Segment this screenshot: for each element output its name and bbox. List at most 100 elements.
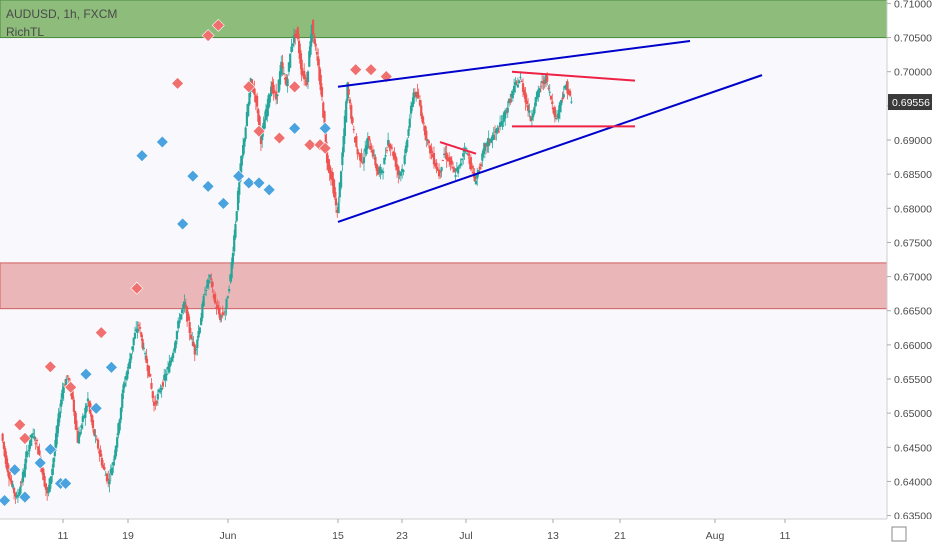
candle-body <box>472 171 475 174</box>
candle-body <box>206 279 209 288</box>
x-tick-label: 11 <box>780 530 791 542</box>
candle-body <box>165 373 168 376</box>
candle-body <box>566 81 569 94</box>
candle-body <box>291 43 294 47</box>
candle-body <box>124 376 128 380</box>
candle-body <box>286 79 289 87</box>
candle-body <box>224 311 227 313</box>
candle-body <box>12 487 16 494</box>
candle-body <box>501 121 504 128</box>
candle-body <box>402 170 405 172</box>
candle-body <box>353 137 357 143</box>
candle-body <box>432 153 436 165</box>
candle-body <box>136 328 139 333</box>
candle-body <box>262 123 265 131</box>
candle-body <box>212 294 215 299</box>
pivot-high-marker <box>201 29 215 42</box>
candle-body <box>451 167 455 169</box>
last-price-label-bg <box>888 94 932 111</box>
candle-body <box>14 492 17 497</box>
candle-body <box>182 304 185 309</box>
candle-body <box>91 419 95 429</box>
y-tick-label: 0.65000 <box>894 408 932 420</box>
candle-body <box>133 332 137 339</box>
candle-body <box>427 140 430 144</box>
candle-body <box>320 87 324 97</box>
candle-body <box>411 102 414 108</box>
symbol-title[interactable]: AUDUSD, 1h, FXCM <box>6 7 118 21</box>
x-tick-label: 15 <box>332 530 344 542</box>
candle-body <box>385 150 388 152</box>
y-tick-label: 0.70500 <box>894 33 932 45</box>
candle-body <box>95 439 98 441</box>
candle-body <box>465 153 469 155</box>
candle-body <box>132 337 135 346</box>
candle-body <box>292 35 296 43</box>
candle-body <box>557 109 560 119</box>
candle-body <box>11 484 14 488</box>
candle-body <box>342 135 345 153</box>
candle-body <box>310 25 313 43</box>
candle-body <box>48 478 51 492</box>
pivot-low-marker <box>288 121 302 135</box>
candle-body <box>84 407 87 418</box>
candle-body <box>261 130 264 141</box>
candle-body <box>130 353 133 360</box>
candle-body <box>225 298 228 309</box>
candle-body <box>563 85 567 89</box>
candle-body <box>352 129 355 131</box>
candle-body <box>35 440 39 442</box>
x-tick-label: 21 <box>614 530 626 542</box>
candle-body <box>197 331 200 338</box>
candle-body <box>516 84 520 88</box>
red-zone <box>0 262 888 310</box>
candle-body <box>154 402 157 405</box>
candle-body <box>347 88 350 95</box>
candle-body <box>406 139 409 148</box>
pivot-high-marker <box>13 418 27 432</box>
candle-body <box>370 150 373 153</box>
candle-body <box>317 56 320 66</box>
candle-body <box>23 469 26 477</box>
candle-body <box>420 105 423 117</box>
candle-body <box>40 467 44 473</box>
candle-body <box>242 145 245 156</box>
pivot-low-marker <box>201 179 215 193</box>
candle-body <box>459 163 462 166</box>
candle-body <box>551 101 554 105</box>
candle-body <box>272 84 275 94</box>
candle-body <box>523 89 526 96</box>
candle-body <box>74 411 77 424</box>
candle-body <box>426 139 429 141</box>
candle-body <box>269 86 273 97</box>
pivot-low-marker <box>252 176 266 190</box>
candle-body <box>525 100 528 105</box>
candle-body <box>75 420 78 430</box>
candle-body <box>547 87 550 89</box>
candle-body <box>500 121 503 126</box>
x-tick-label: Aug <box>706 530 725 542</box>
y-tick-label: 0.66000 <box>894 340 932 352</box>
candle-body <box>10 480 13 485</box>
candle-body <box>231 252 235 265</box>
candle-body <box>103 467 106 470</box>
pivot-low-marker <box>18 490 32 504</box>
trendline-blue <box>337 39 691 88</box>
candle-body <box>497 131 500 133</box>
candle-body <box>238 179 241 195</box>
candle-body <box>404 145 408 154</box>
candle-body <box>521 83 525 92</box>
candle-body <box>268 94 271 103</box>
settings-icon[interactable] <box>891 526 907 542</box>
candle-body <box>549 96 553 100</box>
indicator-name[interactable]: RichTL <box>6 25 45 39</box>
candle-body <box>278 71 282 85</box>
candle-body <box>537 89 540 98</box>
candle-body <box>285 77 288 86</box>
candle-body <box>155 401 158 404</box>
candle-body <box>42 468 45 481</box>
candle-body <box>210 278 213 280</box>
candle-body <box>496 127 499 132</box>
candle-body <box>301 74 305 76</box>
